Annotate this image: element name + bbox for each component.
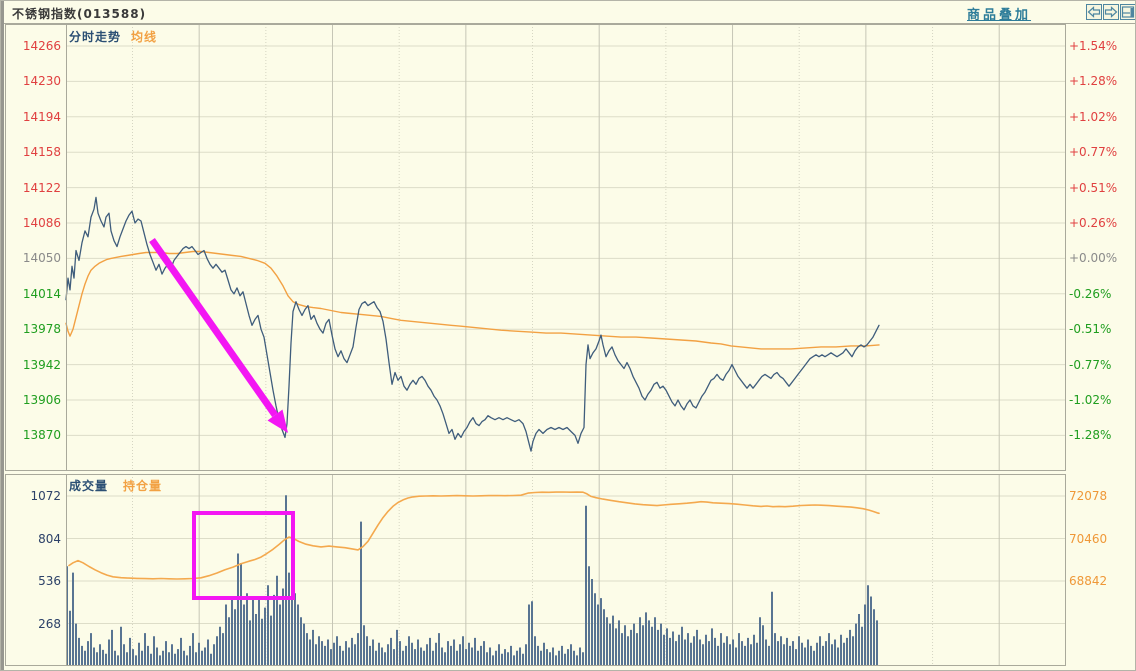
- price-axis-label: 14122: [22, 180, 61, 195]
- price-axis-label: 13906: [22, 393, 61, 407]
- scroll-right-button[interactable]: [1103, 4, 1119, 20]
- price-line: [65, 196, 880, 452]
- overlay-commodity-link[interactable]: 商品叠加: [967, 8, 1032, 23]
- percent-axis-label: -0.51%: [1069, 322, 1112, 337]
- highlight-rect-annotation: [192, 511, 295, 600]
- percent-axis-label: +0.00%: [1069, 251, 1118, 266]
- price-axis-label: 13870: [22, 428, 61, 443]
- left-edge-strip: [1, 1, 4, 670]
- percent-axis-label: -0.77%: [1069, 357, 1112, 372]
- panel-frame: [5, 24, 1066, 471]
- panel-frame: [5, 474, 1066, 666]
- open-interest-line: [68, 491, 880, 580]
- percent-axis-label: +0.77%: [1069, 145, 1118, 160]
- price-axis-label: 14086: [22, 216, 61, 230]
- percent-axis-label: +1.28%: [1069, 74, 1118, 89]
- price-axis-label: 14014: [22, 286, 61, 301]
- header-bar: 不锈钢指数(013588) 商品叠加: [4, 1, 1135, 24]
- split-window-button[interactable]: [1120, 4, 1135, 20]
- open-interest-axis-label: 68842: [1069, 574, 1108, 588]
- scroll-right-icon: [1104, 6, 1118, 18]
- scroll-left-icon: [1087, 6, 1101, 18]
- percent-axis-label: +0.26%: [1069, 216, 1118, 230]
- price-axis-label: 14266: [22, 39, 61, 53]
- percent-axis-label: +0.51%: [1069, 180, 1118, 195]
- open-interest-axis-label: 70460: [1069, 531, 1108, 546]
- price-axis-label: 14050: [22, 251, 61, 266]
- volume-bars: [66, 495, 878, 665]
- percent-axis-label: -0.26%: [1069, 286, 1112, 301]
- trend-arrow-head: [267, 409, 288, 433]
- price-axis-label: 13942: [22, 357, 61, 372]
- percent-axis-label: -1.02%: [1069, 393, 1112, 407]
- percent-axis-label: +1.02%: [1069, 109, 1118, 124]
- legend-ma-label: 均线: [131, 30, 158, 44]
- price-axis-label: 14158: [22, 145, 61, 160]
- volume-axis-label: 1072: [30, 489, 61, 503]
- legend-oi-label: 持仓量: [123, 479, 163, 493]
- trend-arrow-annotation: [149, 237, 278, 418]
- scroll-left-button[interactable]: [1086, 4, 1102, 20]
- price-axis-label: 13978: [22, 322, 61, 337]
- instrument-title: 不锈钢指数(013588): [12, 7, 147, 21]
- split-window-icon: [1121, 6, 1135, 18]
- percent-axis-label: +1.54%: [1069, 39, 1118, 53]
- price-axis-label: 14194: [22, 109, 61, 124]
- volume-axis-label: 268: [38, 616, 61, 631]
- open-interest-axis-label: 72078: [1069, 489, 1108, 503]
- volume-axis-label: 804: [38, 531, 61, 546]
- legend-volume-label: 成交量: [69, 479, 109, 493]
- price-axis-label: 14230: [22, 74, 61, 89]
- ma-line: [65, 250, 880, 350]
- volume-axis-label: 536: [38, 574, 61, 588]
- legend-price-label: 分时走势: [69, 30, 122, 44]
- percent-axis-label: -1.28%: [1069, 428, 1112, 443]
